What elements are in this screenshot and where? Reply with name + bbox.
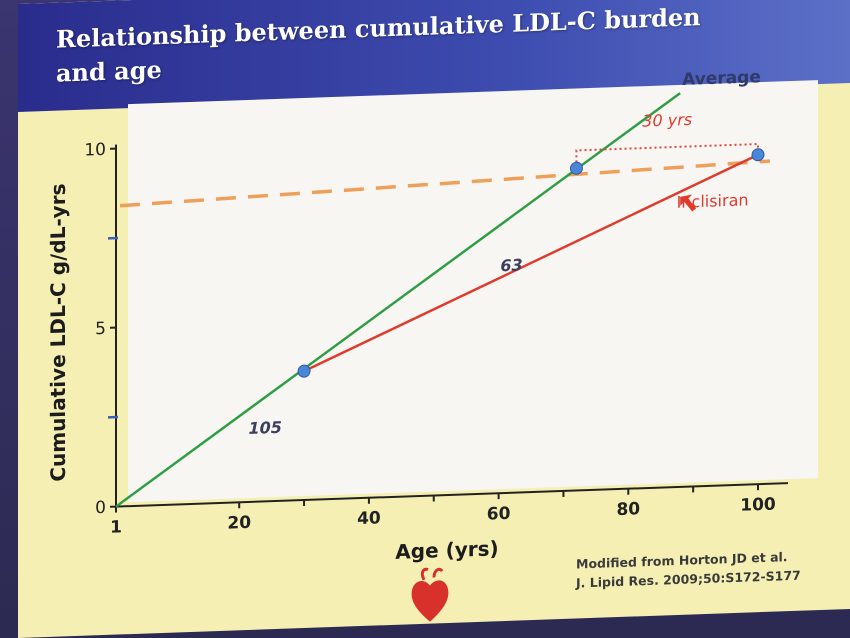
threshold-dashed-line	[119, 159, 771, 208]
y-tick-label-2: 10	[84, 140, 106, 161]
x-tick-label-1: 20	[227, 513, 251, 534]
series-line-average	[115, 92, 681, 508]
citation: Modified from Horton JD et al. J. Lipid …	[576, 547, 801, 593]
series-line-inclisiran	[303, 153, 759, 373]
data-point-2	[751, 148, 765, 162]
x-tick-label-2: 40	[357, 508, 381, 529]
x-axis-line	[116, 482, 788, 508]
annotation-0: 105	[248, 418, 281, 438]
y-tick-label-0: 0	[95, 498, 106, 518]
data-point-0	[297, 364, 311, 378]
annotation-2: Inclisiran	[677, 190, 749, 212]
y-axis-label: Cumulative LDL-C g/dL-yrs	[46, 183, 70, 483]
annotation-3: 30 yrs	[642, 110, 692, 131]
x-tick-label-0: 1	[110, 517, 122, 537]
annotation-1: 63	[500, 255, 522, 275]
x-tick-label-5: 100	[740, 495, 776, 516]
series-label-average: Average	[682, 67, 761, 90]
ldl-burden-chart: 0 5 10 1 20 40 60 80 100 Age (yrs) Average 105 63 Inc…	[84, 67, 788, 564]
inclisiran-arrow-icon	[680, 194, 697, 212]
x-tick-label-3: 60	[487, 504, 511, 525]
heart-logo-icon	[411, 567, 449, 622]
bracket-30-yrs	[575, 143, 759, 163]
presentation-slide: Relationship between cumulative LDL-C bu…	[18, 0, 850, 638]
x-axis-label: Age (yrs)	[395, 536, 498, 564]
data-point-1	[569, 161, 583, 175]
y-tick-label-1: 5	[95, 319, 106, 339]
x-tick-label-4: 80	[616, 499, 640, 520]
